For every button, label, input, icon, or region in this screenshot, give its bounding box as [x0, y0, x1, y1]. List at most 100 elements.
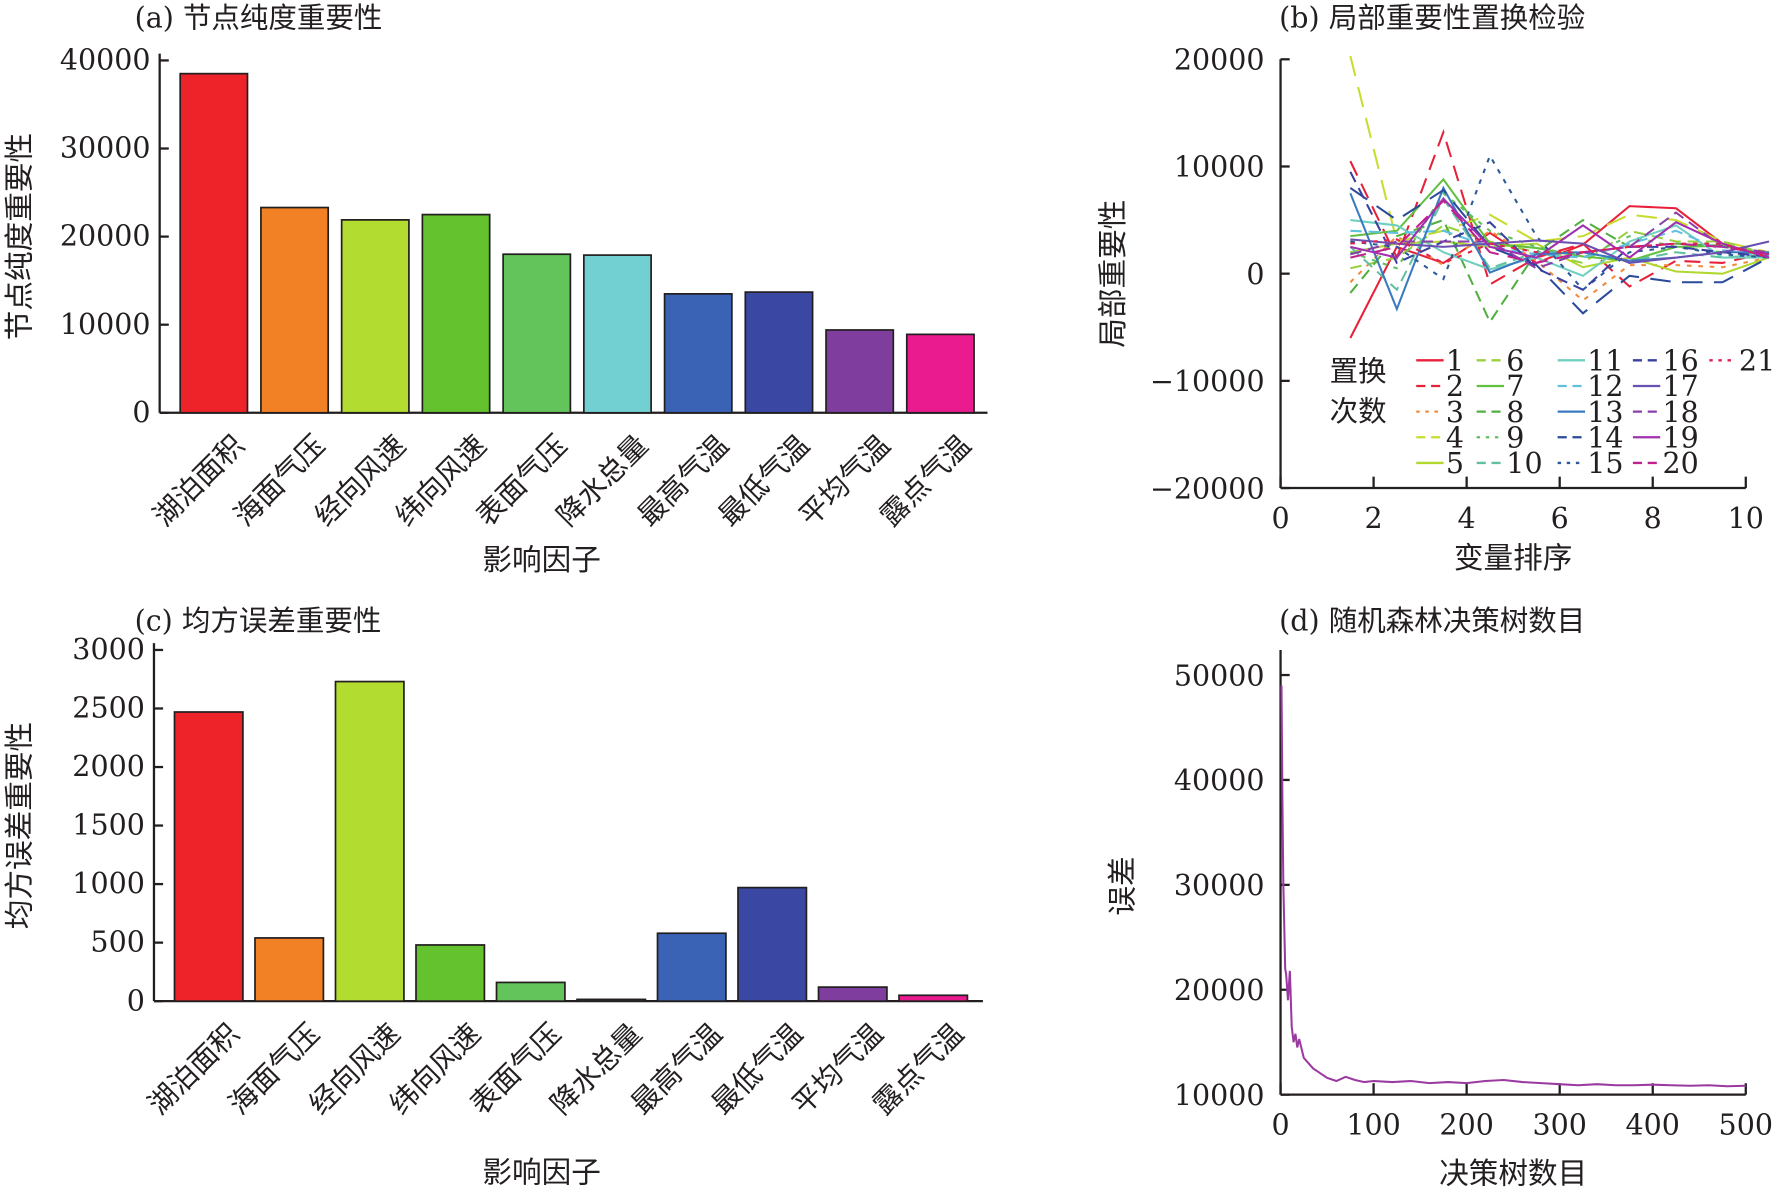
series-line-18: [1350, 211, 1770, 270]
legend-label: 2: [1446, 370, 1464, 403]
x-tick-label: 露点气温: [873, 429, 977, 533]
bar-露点气温: [905, 333, 975, 414]
panel-a: (a) 节点纯度重要性010000200003000040000湖泊面积海面气压…: [2, 1, 988, 577]
legend-item-17: 17: [1632, 370, 1699, 403]
panel-c: (c) 均方误差重要性050010001500200025003000湖泊面积海…: [2, 605, 983, 1189]
legend-label: 5: [1446, 447, 1464, 480]
legend-item-18: 18: [1632, 396, 1699, 429]
bar-经向风速: [334, 680, 405, 1003]
y-axis-label: 局部重要性: [1095, 200, 1130, 348]
bar-湖泊面积: [179, 72, 249, 414]
series-line-2: [1349, 128, 1770, 288]
bar-最低气温: [737, 886, 808, 1003]
chart-title: (b) 局部重要性置换检验: [1279, 1, 1585, 34]
chart-title: (a) 节点纯度重要性: [135, 1, 383, 34]
legend-label: 15: [1587, 447, 1623, 480]
y-tick-label: 20000: [1174, 44, 1265, 77]
y-tick-label: 2500: [72, 692, 145, 725]
legend-label: 1: [1446, 345, 1464, 378]
series-line-19: [1350, 197, 1770, 259]
y-tick-label: 2000: [72, 750, 145, 783]
legend-label: 14: [1587, 422, 1623, 455]
y-axis-label: 均方误差重要性: [2, 722, 37, 929]
legend-item-16: 16: [1632, 345, 1699, 378]
x-tick-label: 500: [1719, 1109, 1773, 1142]
y-tick-label: 20000: [1174, 974, 1265, 1007]
legend-item-3: 3: [1416, 396, 1464, 429]
legend-label: 6: [1506, 345, 1524, 378]
legend-label: 20: [1663, 447, 1699, 480]
x-axis-label: 变量排序: [1454, 540, 1573, 575]
bar-纬向风速: [415, 944, 486, 1003]
legend-label: 3: [1446, 396, 1464, 429]
series-lines: [1349, 55, 1770, 339]
x-tick-label: 200: [1439, 1109, 1493, 1142]
y-tick-label: 10000: [1174, 151, 1265, 184]
legend-title: 置换: [1330, 355, 1387, 388]
y-tick-label: 20000: [60, 220, 151, 253]
x-tick-label: 0: [1271, 502, 1289, 535]
y-tick-label: 40000: [60, 44, 151, 77]
chart-title: (d) 随机森林决策树数目: [1279, 605, 1585, 638]
bar-经向风速: [340, 219, 410, 414]
bar-表面气压: [495, 981, 566, 1003]
legend-item-2: 2: [1416, 370, 1464, 403]
legend-item-15: 15: [1557, 447, 1624, 480]
panel-b: (b) 局部重要性置换检验 −20000 −10000 0 10000 20000 0 2 4 6…: [1095, 1, 1775, 574]
y-axis-label: 节点纯度重要性: [2, 133, 37, 340]
legend-item-11: 11: [1557, 345, 1624, 378]
series-line-21: [1350, 238, 1770, 265]
y-tick-label: −20000: [1150, 472, 1265, 505]
x-axis-label: 影响因子: [482, 1154, 600, 1189]
bar-露点气温: [898, 994, 969, 1003]
legend-item-20: 20: [1632, 447, 1699, 480]
y-tick-label: 0: [127, 984, 145, 1017]
legend-item-13: 13: [1557, 396, 1624, 429]
x-tick-label: 4: [1458, 502, 1476, 535]
legend-label: 18: [1663, 396, 1699, 429]
bar-湖泊面积: [173, 711, 244, 1003]
legend-label: 17: [1663, 370, 1699, 403]
legend-label: 16: [1663, 345, 1699, 378]
y-tick-label: 500: [90, 926, 144, 959]
legend-item-10: 10: [1476, 447, 1543, 480]
legend-label: 7: [1506, 370, 1524, 403]
legend-item-5: 5: [1416, 447, 1464, 480]
legend-label: 19: [1663, 422, 1699, 455]
x-tick-label: 0: [1271, 1109, 1289, 1142]
legend-label: 8: [1506, 396, 1524, 429]
x-tick-label: 300: [1532, 1109, 1586, 1142]
bar-降水总量: [582, 254, 652, 414]
x-tick-label: 400: [1626, 1109, 1680, 1142]
legend-label: 9: [1506, 422, 1524, 455]
y-tick-label: 10000: [60, 308, 151, 341]
x-tick-label: 2: [1365, 502, 1383, 535]
legend-item-8: 8: [1476, 396, 1524, 429]
bar-平均气温: [817, 986, 888, 1003]
legend-item-4: 4: [1416, 422, 1464, 455]
x-tick-label: 8: [1644, 502, 1662, 535]
y-tick-label: 50000: [1174, 659, 1265, 692]
x-axis-label: 影响因子: [482, 542, 600, 577]
legend-label: 21: [1739, 345, 1775, 378]
y-tick-label: 1500: [72, 809, 145, 842]
legend-item-9: 9: [1476, 422, 1524, 455]
bar-表面气压: [502, 253, 572, 414]
x-tick-label: 100: [1346, 1109, 1400, 1142]
legend-item-1: 1: [1416, 345, 1464, 378]
x-axis-label: 决策树数目: [1439, 1156, 1587, 1191]
y-tick-label: 30000: [60, 132, 151, 165]
y-tick-label: 0: [132, 396, 150, 429]
bar-平均气温: [825, 329, 895, 414]
series-line-20: [1350, 199, 1770, 264]
series-line-7: [1350, 177, 1770, 262]
bar-最高气温: [663, 293, 733, 414]
legend-label: 12: [1587, 370, 1623, 403]
x-tick-label: 6: [1551, 502, 1569, 535]
legend-item-6: 6: [1476, 345, 1524, 378]
panel-d: (d) 随机森林决策树数目 10000 20000 30000 40000 50000 0 1…: [1104, 605, 1773, 1191]
legend-item-21: 21: [1709, 345, 1775, 378]
y-tick-label: −10000: [1150, 365, 1265, 398]
